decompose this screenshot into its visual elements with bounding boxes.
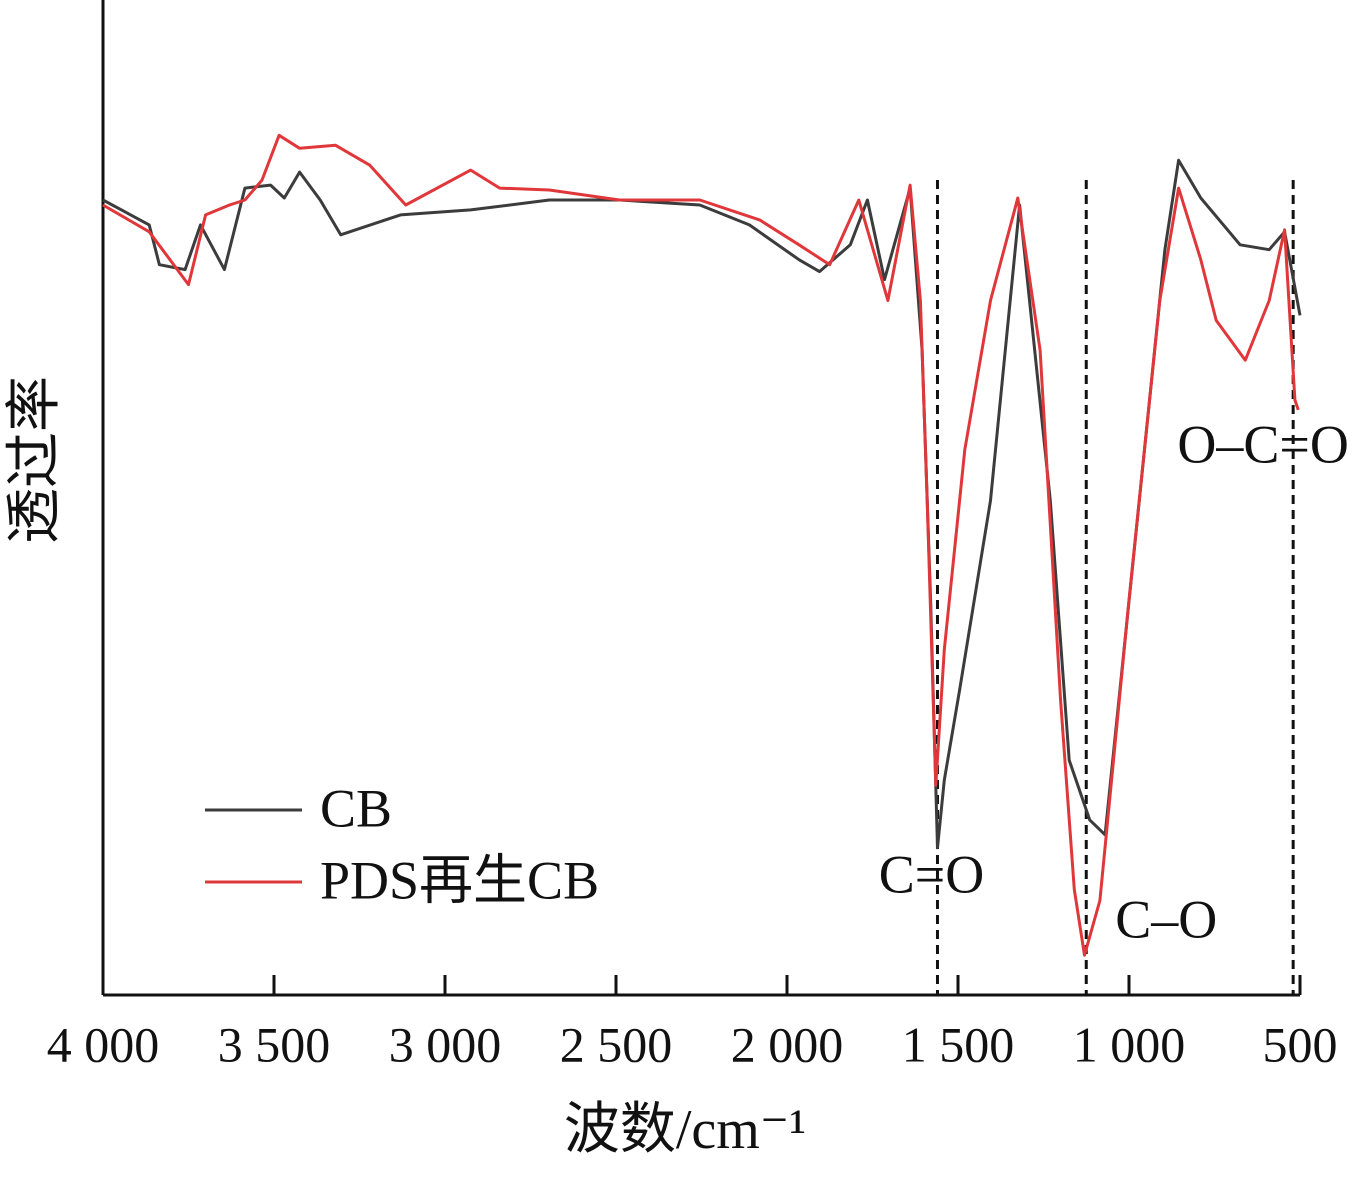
line <box>102 133 1300 957</box>
x-axis-label: 波数/cm⁻¹ <box>564 1099 806 1161</box>
annotation-label: O–C=O <box>1177 414 1348 474</box>
annotation-label: C–O <box>1115 889 1217 949</box>
x-tick-label: 2 000 <box>731 1016 844 1072</box>
x-tick-label: 3 000 <box>389 1016 502 1072</box>
y-axis-label: 透过率 <box>4 376 66 544</box>
legend-label: CB <box>320 778 392 838</box>
x-tick-label: 3 500 <box>218 1016 331 1072</box>
x-tick-label: 1 500 <box>902 1016 1015 1072</box>
annotation-label: C=O <box>879 844 984 904</box>
x-tick-label: 4 000 <box>47 1016 160 1072</box>
x-tick-label: 500 <box>1263 1016 1338 1072</box>
x-tick-label: 1 000 <box>1073 1016 1186 1072</box>
legend-label: PDS再生CB <box>320 850 599 910</box>
x-tick-label: 2 500 <box>560 1016 673 1072</box>
line <box>102 158 1302 850</box>
